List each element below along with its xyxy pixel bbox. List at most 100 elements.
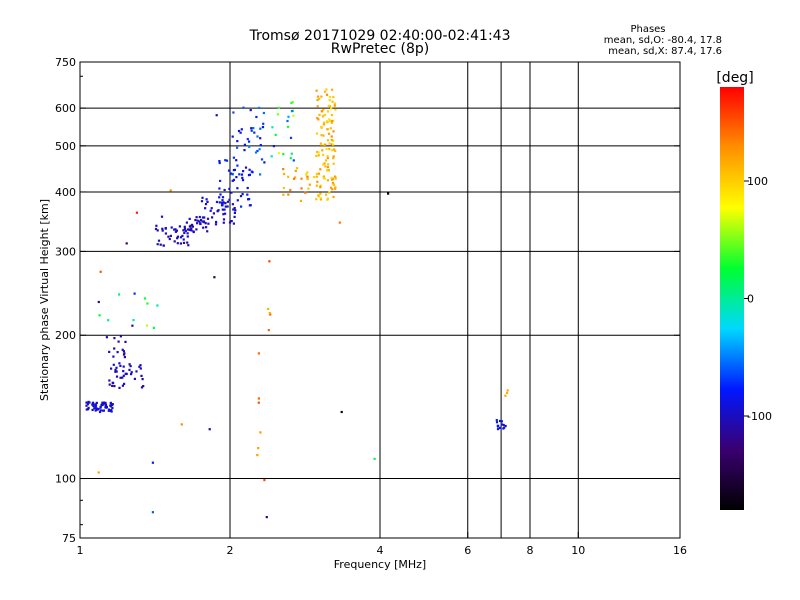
data-point: [332, 130, 335, 133]
x-axis-ticks: 1 2 4 6 8 10 16: [77, 532, 687, 557]
data-point: [109, 402, 112, 405]
data-point: [164, 232, 167, 235]
data-point: [265, 516, 268, 519]
y-tick-label: 400: [55, 186, 76, 199]
data-point: [218, 160, 221, 163]
data-point: [189, 224, 192, 227]
data-point: [176, 237, 179, 240]
data-point: [141, 378, 144, 381]
data-point: [323, 162, 326, 165]
data-point: [220, 204, 224, 207]
y-tick-label: 600: [55, 102, 76, 115]
data-point: [151, 511, 154, 514]
data-point: [249, 204, 252, 207]
data-point: [236, 199, 239, 202]
y-tick-label: 300: [55, 245, 76, 258]
data-point: [204, 222, 207, 225]
data-point: [262, 122, 265, 125]
data-point: [316, 150, 319, 154]
data-point: [157, 239, 161, 242]
data-point: [143, 297, 147, 300]
data-point: [291, 101, 294, 104]
data-point: [123, 352, 126, 355]
data-point: [505, 391, 509, 394]
data-point: [316, 95, 320, 98]
data-point: [98, 410, 102, 414]
colorbar-ticks: -100 0 100: [744, 175, 772, 423]
y-tick-label: 500: [55, 140, 76, 153]
data-point: [252, 127, 255, 130]
data-point: [186, 241, 189, 244]
data-point: [104, 401, 107, 404]
data-point: [211, 216, 214, 219]
data-point: [232, 222, 235, 225]
data-point: [156, 229, 159, 232]
data-point: [117, 340, 120, 343]
data-point: [220, 201, 223, 204]
data-point: [287, 175, 290, 178]
data-point: [195, 228, 198, 231]
data-point: [155, 224, 158, 227]
data-point: [257, 352, 260, 355]
data-point: [332, 162, 335, 165]
data-point: [115, 375, 119, 378]
data-point: [290, 110, 294, 113]
data-point: [257, 401, 260, 404]
data-point: [170, 226, 173, 229]
data-point: [324, 143, 327, 146]
data-point: [184, 229, 187, 233]
data-point: [230, 191, 233, 194]
data-point: [101, 404, 104, 407]
data-point: [333, 183, 336, 187]
data-point: [315, 175, 318, 178]
data-point: [306, 175, 309, 178]
data-point: [128, 363, 131, 366]
data-point: [169, 234, 172, 237]
data-point: [236, 187, 239, 190]
data-point: [85, 404, 88, 407]
data-point: [325, 88, 328, 91]
data-point: [124, 372, 127, 375]
data-point: [259, 127, 262, 130]
data-point: [222, 213, 225, 216]
data-point: [180, 423, 183, 426]
x-axis-label: Frequency [MHz]: [334, 558, 426, 571]
data-point: [112, 363, 115, 366]
data-point: [176, 235, 179, 238]
data-point: [240, 205, 243, 208]
phases-title: Phases: [630, 24, 665, 35]
x-tick-label: 2: [227, 544, 234, 557]
y-tick-label: 750: [55, 56, 76, 69]
data-point: [181, 234, 184, 237]
data-point: [201, 216, 205, 219]
data-point: [259, 173, 262, 176]
data-point: [116, 351, 119, 354]
data-point: [139, 367, 142, 370]
data-point: [328, 118, 331, 121]
data-point: [191, 223, 194, 226]
data-point: [91, 408, 94, 411]
phases-mean-x: mean, sd,X: 87.4, 17.6: [608, 46, 722, 57]
data-point: [215, 200, 219, 204]
data-point: [248, 198, 251, 201]
data-point: [130, 371, 133, 374]
data-point: [182, 238, 185, 241]
data-point: [319, 184, 322, 187]
data-point: [500, 420, 503, 423]
data-point: [130, 373, 133, 376]
data-point: [204, 207, 207, 210]
data-point: [333, 148, 336, 151]
data-point: [244, 166, 248, 169]
data-point: [121, 348, 124, 351]
data-point: [328, 147, 331, 151]
data-point: [236, 164, 239, 167]
data-point: [320, 95, 323, 98]
data-point: [105, 336, 108, 339]
data-point: [259, 431, 262, 434]
data-point: [308, 183, 311, 186]
data-point: [330, 121, 333, 124]
data-point: [325, 120, 328, 123]
data-point: [319, 168, 322, 171]
data-point: [173, 240, 176, 243]
data-point: [138, 365, 141, 368]
